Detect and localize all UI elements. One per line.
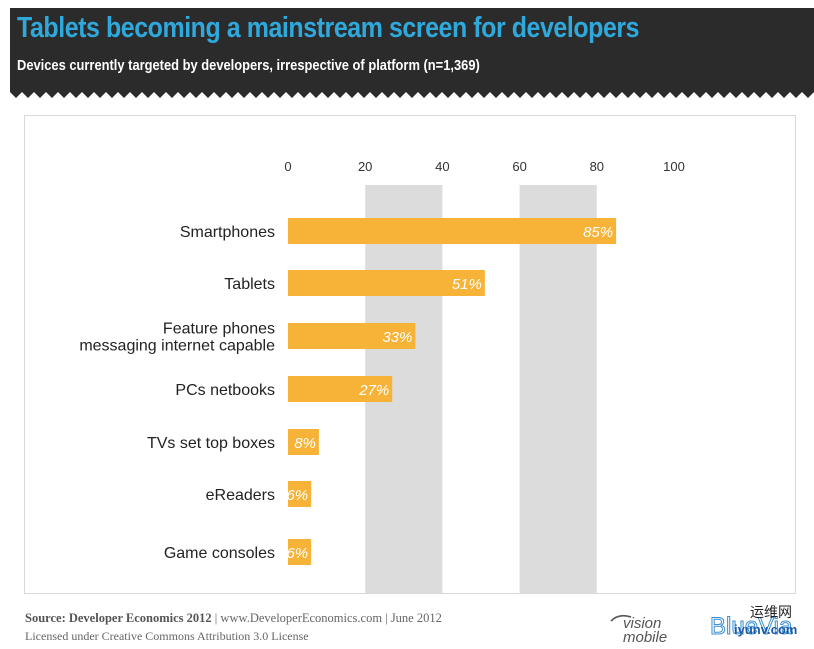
header-zigzag-edge xyxy=(10,92,814,98)
source-details: | www.DeveloperEconomics.com | June 2012 xyxy=(211,611,442,625)
bar-value-label: 27% xyxy=(358,382,389,399)
x-tick-label: 80 xyxy=(590,159,604,174)
x-tick-label: 40 xyxy=(435,159,449,174)
bar xyxy=(288,270,485,296)
mobile-logo-text: mobile xyxy=(623,629,667,645)
category-label: messaging internet capable xyxy=(79,338,275,355)
category-label: Smartphones xyxy=(180,224,275,241)
chart-subtitle: Devices currently targeted by developers… xyxy=(17,57,480,74)
bar-value-label: 6% xyxy=(286,545,308,562)
watermark-cn-text: 运维网 xyxy=(750,605,792,621)
bluevia-logo: BlueVia 运维网 iyunv.com xyxy=(710,605,798,641)
x-tick-label: 0 xyxy=(284,159,291,174)
x-tick-label: 20 xyxy=(358,159,372,174)
bar-value-label: 85% xyxy=(583,224,613,241)
bluevia-logo-text: BlueVia xyxy=(710,613,793,640)
bar-value-label: 51% xyxy=(452,276,482,293)
grid-band xyxy=(519,185,597,593)
license-line: Licensed under Creative Commons Attribut… xyxy=(25,629,309,643)
bar-value-label: 8% xyxy=(294,435,316,452)
category-label: Feature phones xyxy=(163,321,275,338)
x-tick-label: 100 xyxy=(663,159,685,174)
watermark-url-text: iyunv.com xyxy=(734,622,797,637)
chart-title: Tablets becoming a mainstream screen for… xyxy=(17,12,640,44)
bar-value-label: 6% xyxy=(286,487,308,504)
source-label: Source: Developer Economics 2012 xyxy=(25,611,212,625)
bar xyxy=(288,376,393,402)
vision-mobile-logo: vision mobile xyxy=(610,614,667,645)
category-label: eReaders xyxy=(206,487,275,504)
category-label: Tablets xyxy=(224,276,275,293)
bar-chart: 0 20 40 60 80 100 85% Smartphones 51% Tablets 33% F… xyxy=(79,159,685,593)
source-line: Source: Developer Economics 2012 | www.D… xyxy=(25,611,442,626)
bar xyxy=(288,218,617,244)
bar xyxy=(288,481,312,507)
vision-logo-text: vision xyxy=(623,615,661,632)
category-label: Game consoles xyxy=(164,545,275,562)
category-label: TVs set top boxes xyxy=(147,435,275,452)
bar xyxy=(288,323,416,349)
category-label: PCs netbooks xyxy=(175,382,275,399)
x-tick-label: 60 xyxy=(512,159,526,174)
bar xyxy=(288,429,319,455)
bar xyxy=(288,539,312,565)
header-banner xyxy=(10,8,814,92)
bar-value-label: 33% xyxy=(382,329,412,346)
